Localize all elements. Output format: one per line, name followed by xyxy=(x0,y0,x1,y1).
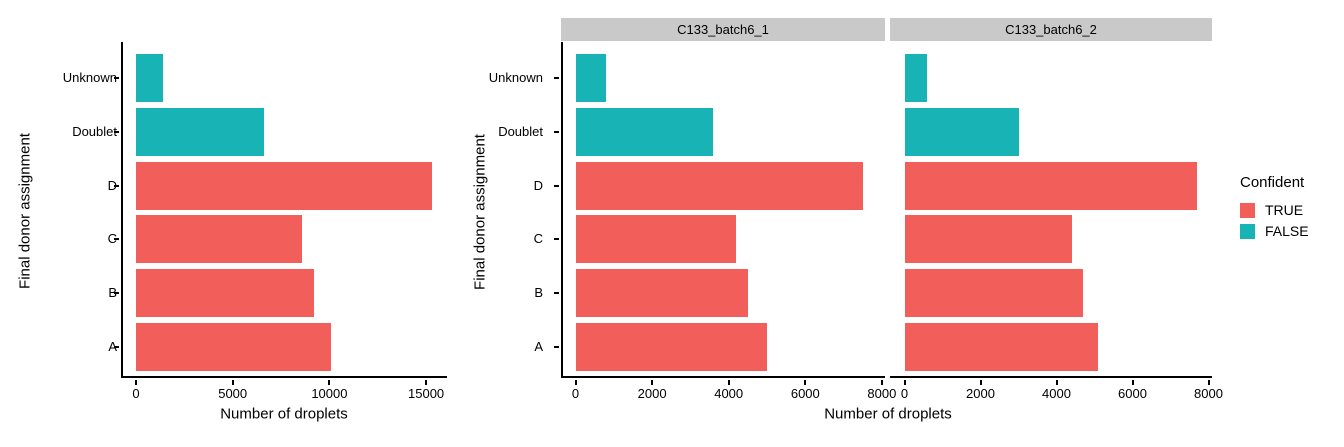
panel-overall xyxy=(121,42,447,378)
facet-strip-facet-2: C133_batch6_2 xyxy=(890,18,1212,41)
panel-facet-2 xyxy=(890,42,1212,378)
x-tickmark-overall xyxy=(328,380,331,385)
x-tickmark-facet-1 xyxy=(804,380,807,385)
y-tick-label-b: B xyxy=(108,285,117,300)
x-tick-label-facet-2: 8000 xyxy=(1194,386,1223,401)
y-tickmark-overall xyxy=(114,185,119,187)
x-tickmark-facet-2 xyxy=(903,380,906,385)
x-tickmark-facet-1 xyxy=(880,380,883,385)
y-tickmark-overall xyxy=(114,131,119,133)
y-axis-title-overall: Final donor assignment xyxy=(16,133,34,289)
bar-b-facet-1 xyxy=(575,269,748,317)
x-tick-label-facet-1: 6000 xyxy=(790,386,820,401)
x-tick-label-facet-1: 8000 xyxy=(867,386,897,401)
bar-d-overall xyxy=(136,162,432,210)
y-tickmark-facet-1 xyxy=(554,238,559,240)
x-tickmark-facet-1 xyxy=(727,380,730,385)
y-tick-label-c: C xyxy=(107,231,117,246)
x-tick-label-overall: 15000 xyxy=(408,386,445,401)
bar-doublet-facet-1 xyxy=(575,108,714,156)
bar-a-facet-2 xyxy=(904,323,1099,371)
bar-doublet-facet-2 xyxy=(904,108,1019,156)
y-tick-label-doublet: Doublet xyxy=(498,124,543,139)
facet-strip-facet-1: C133_batch6_1 xyxy=(561,18,885,41)
legend: Confident TRUE FALSE xyxy=(1240,174,1309,245)
bar-unknown-overall xyxy=(136,54,164,102)
y-tick-label-a: A xyxy=(534,339,543,354)
y-tick-label-d: D xyxy=(533,178,543,193)
x-tickmark-facet-2 xyxy=(1131,380,1134,385)
legend-label-false: FALSE xyxy=(1265,223,1309,239)
legend-item-false: FALSE xyxy=(1240,224,1309,239)
y-tickmark-facet-1 xyxy=(554,185,559,187)
x-tickmark-overall xyxy=(231,380,234,385)
y-tickmark-facet-1 xyxy=(554,77,559,79)
y-tick-label-d: D xyxy=(107,178,117,193)
bar-d-facet-2 xyxy=(904,162,1198,210)
bar-d-facet-1 xyxy=(575,162,863,210)
y-tick-label-doublet: Doublet xyxy=(72,124,117,139)
y-tickmark-facet-1 xyxy=(554,292,559,294)
bar-c-overall xyxy=(136,215,303,263)
bar-a-overall xyxy=(136,323,332,371)
legend-label-true: TRUE xyxy=(1265,202,1304,218)
y-tickmark-facet-1 xyxy=(554,131,559,133)
x-tickmark-facet-2 xyxy=(1055,380,1058,385)
bar-a-facet-1 xyxy=(575,323,767,371)
legend-title: Confident xyxy=(1240,174,1305,191)
x-axis-title-overall: Number of droplets xyxy=(220,405,348,423)
x-tick-label-overall: 10000 xyxy=(311,386,348,401)
x-tick-label-facet-1: 4000 xyxy=(714,386,744,401)
bar-unknown-facet-1 xyxy=(575,54,607,102)
y-tick-label-b: B xyxy=(534,285,543,300)
y-tickmark-overall xyxy=(114,77,119,79)
bar-unknown-facet-2 xyxy=(904,54,928,102)
bar-c-facet-2 xyxy=(904,215,1072,263)
y-tickmark-facet-1 xyxy=(554,346,559,348)
legend-swatch-true-icon xyxy=(1240,203,1255,218)
x-tick-label-overall: 0 xyxy=(132,386,140,401)
x-axis-title-faceted: Number of droplets xyxy=(824,405,952,423)
x-tickmark-facet-1 xyxy=(651,380,654,385)
y-tick-label-unknown: Unknown xyxy=(488,70,543,85)
x-tick-label-facet-2: 2000 xyxy=(966,386,995,401)
x-tickmark-overall xyxy=(425,380,428,385)
y-tick-label-c: C xyxy=(533,231,543,246)
y-tick-label-a: A xyxy=(108,339,117,354)
x-tick-label-facet-1: 0 xyxy=(571,386,580,401)
bar-doublet-overall xyxy=(136,108,264,156)
bar-c-facet-1 xyxy=(575,215,737,263)
y-tickmark-overall xyxy=(114,292,119,294)
y-tickmark-overall xyxy=(114,238,119,240)
y-axis-title-faceted: Final donor assignment xyxy=(471,134,489,290)
x-tick-label-facet-2: 4000 xyxy=(1042,386,1071,401)
y-tickmark-overall xyxy=(114,346,119,348)
x-tick-label-facet-1: 2000 xyxy=(637,386,667,401)
x-tickmark-facet-1 xyxy=(574,380,577,385)
bar-b-overall xyxy=(136,269,314,317)
x-tick-label-facet-2: 6000 xyxy=(1118,386,1147,401)
bar-b-facet-2 xyxy=(904,269,1084,317)
legend-item-true: TRUE xyxy=(1240,203,1309,218)
legend-swatch-false-icon xyxy=(1240,224,1255,239)
y-tick-label-unknown: Unknown xyxy=(62,70,117,85)
panel-facet-1 xyxy=(561,42,885,378)
x-tickmark-overall xyxy=(135,380,137,385)
x-tickmark-facet-2 xyxy=(1207,380,1210,385)
x-tick-label-overall: 5000 xyxy=(218,386,248,401)
x-tickmark-facet-2 xyxy=(979,380,982,385)
x-tick-label-facet-2: 0 xyxy=(900,386,909,401)
